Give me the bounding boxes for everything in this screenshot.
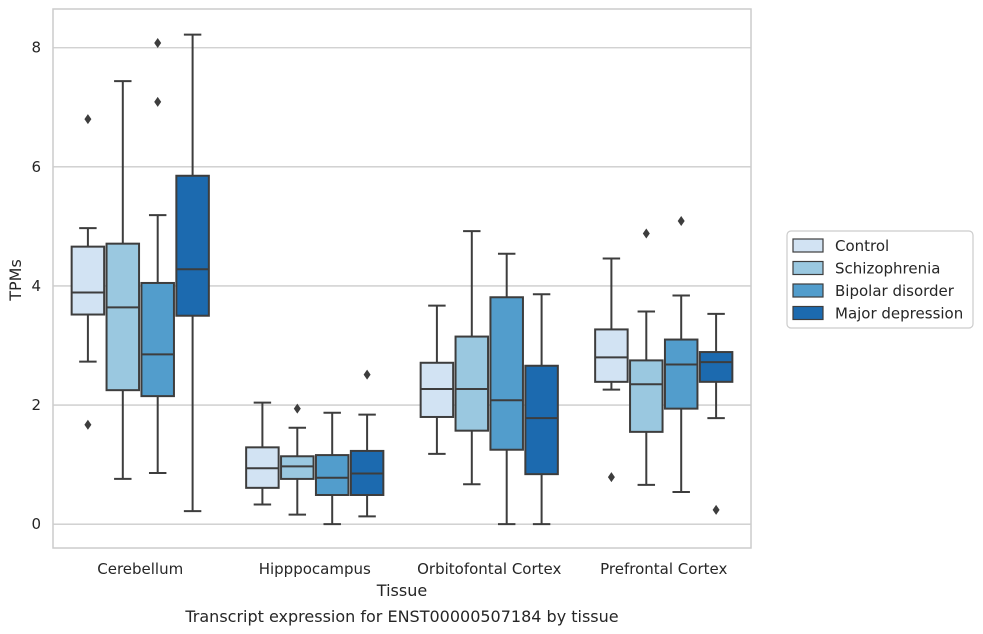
- plot-frame: [52, 8, 752, 549]
- legend-label: Schizophrenia: [835, 260, 940, 278]
- y-tick-labels: 0 2 4 6 8: [31, 39, 41, 533]
- box-group: [175, 33, 210, 513]
- outlier-point: [642, 228, 650, 239]
- box-group: [140, 37, 175, 474]
- legend-swatch: [792, 260, 824, 276]
- box-iqr: [698, 351, 734, 383]
- chart-caption: Transcript expression for ENST0000050718…: [184, 607, 618, 626]
- x-tick-label: Cerebellum: [97, 560, 183, 578]
- box-iqr: [489, 296, 524, 451]
- box-iqr: [70, 245, 106, 316]
- box-group: [663, 216, 699, 494]
- box-group: [698, 312, 734, 515]
- box-iqr: [454, 335, 490, 432]
- legend-label: Major depression: [835, 305, 963, 323]
- box-group: [629, 228, 664, 486]
- outlier-point: [84, 114, 92, 125]
- y-tick-label: 2: [31, 396, 41, 414]
- legend-frame: [786, 230, 974, 329]
- box-group: [105, 80, 141, 480]
- box-group: [454, 230, 490, 486]
- outlier-point: [84, 419, 92, 430]
- x-axis-title: Tissue: [376, 581, 427, 600]
- box-group: [245, 401, 280, 506]
- x-tick-label: Prefrontal Cortex: [600, 560, 727, 578]
- box-group: [349, 369, 385, 518]
- box-group: [594, 257, 629, 483]
- box-iqr: [594, 328, 629, 383]
- legend-swatch: [792, 305, 824, 321]
- outlier-point: [677, 216, 685, 227]
- x-tick-labels: Cerebellum Hipppocampus Orbitofontal Corte…: [97, 560, 727, 578]
- box-group: [524, 293, 559, 526]
- box-iqr: [663, 338, 699, 410]
- box-group: [70, 114, 106, 430]
- y-axis-title: TPMs: [6, 259, 25, 302]
- box-iqr: [314, 454, 350, 496]
- outlier-point: [712, 504, 720, 515]
- box-group: [419, 304, 455, 455]
- legend-label: Bipolar disorder: [835, 282, 955, 300]
- box-group: [314, 411, 350, 526]
- outlier-point: [363, 369, 371, 380]
- y-tick-label: 4: [31, 277, 41, 295]
- y-tick-label: 8: [31, 39, 41, 57]
- legend: Control Schizophrenia Bipolar disorder Majo…: [786, 230, 974, 329]
- legend-swatch: [792, 238, 824, 253]
- box-iqr: [105, 242, 141, 392]
- outlier-point: [154, 96, 162, 107]
- y-tick-label: 0: [31, 515, 41, 533]
- box-groups: [70, 33, 734, 526]
- box-iqr: [140, 281, 175, 398]
- box-iqr: [524, 364, 559, 476]
- box-group: [280, 403, 315, 516]
- outlier-point: [154, 37, 162, 48]
- legend-swatch: [792, 283, 824, 298]
- legend-label: Control: [835, 237, 889, 255]
- box-group: [489, 252, 524, 526]
- outlier-point: [607, 472, 615, 483]
- box-iqr: [629, 359, 664, 433]
- box-iqr: [175, 174, 210, 317]
- x-tick-label: Hipppocampus: [259, 560, 371, 578]
- x-tick-label: Orbitofontal Cortex: [417, 560, 561, 578]
- outlier-point: [293, 403, 301, 414]
- box-iqr: [280, 455, 315, 480]
- y-tick-label: 6: [31, 158, 41, 176]
